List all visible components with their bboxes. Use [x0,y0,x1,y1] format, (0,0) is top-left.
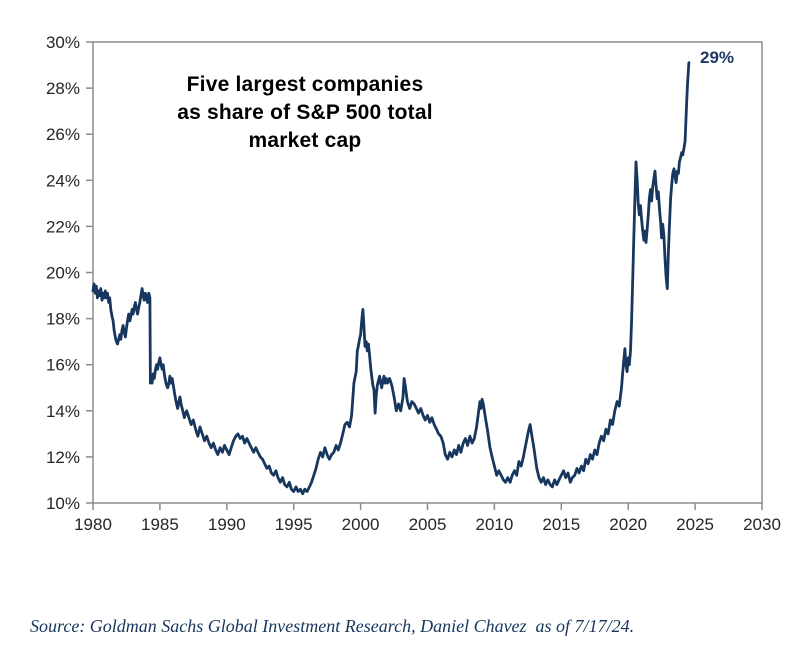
y-axis-tick-label: 26% [46,125,80,144]
chart-title-line2: as share of S&P 500 total [177,101,433,124]
source-note: Source: Goldman Sachs Global Investment … [30,564,780,647]
x-axis-tick-label: 2000 [342,515,380,534]
x-axis-tick-label: 1995 [275,515,313,534]
y-axis-tick-label: 16% [46,356,80,375]
x-axis-tick-label: 2015 [542,515,580,534]
x-axis-tick-label: 2005 [409,515,447,534]
chart-title-line1: Five largest companies [186,73,424,96]
chart-title: Five largest companies as share of S&P 5… [140,71,470,155]
x-axis-tick-label: 2030 [743,515,781,534]
x-axis-tick-label: 2020 [609,515,647,534]
source-note-line1: Source: Goldman Sachs Global Investment … [30,616,635,636]
x-axis-tick-label: 2010 [475,515,513,534]
y-axis-tick-label: 22% [46,217,80,236]
x-axis-tick-label: 2025 [676,515,714,534]
y-axis-tick-label: 14% [46,402,80,421]
y-axis-tick-label: 18% [46,310,80,329]
chart-title-line3: market cap [248,129,362,152]
y-axis-tick-label: 28% [46,79,80,98]
x-axis-tick-label: 1990 [208,515,246,534]
y-axis-tick-label: 10% [46,494,80,513]
y-axis-tick-label: 20% [46,264,80,283]
x-axis-tick-label: 1985 [141,515,179,534]
y-axis-tick-label: 30% [46,33,80,52]
y-axis-tick-label: 24% [46,171,80,190]
peak-value-label: 29% [700,48,735,67]
y-axis-tick-label: 12% [46,448,80,467]
chart-area: 30% 28% 26% 24% 22% 20% 18% 16% 14% 12% 10% 1980 198… [46,33,781,534]
x-axis-tick-label: 1980 [74,515,112,534]
chart-canvas: 30% 28% 26% 24% 22% 20% 18% 16% 14% 12% 10% 1980 198… [46,33,781,534]
data-line-series [91,61,691,496]
